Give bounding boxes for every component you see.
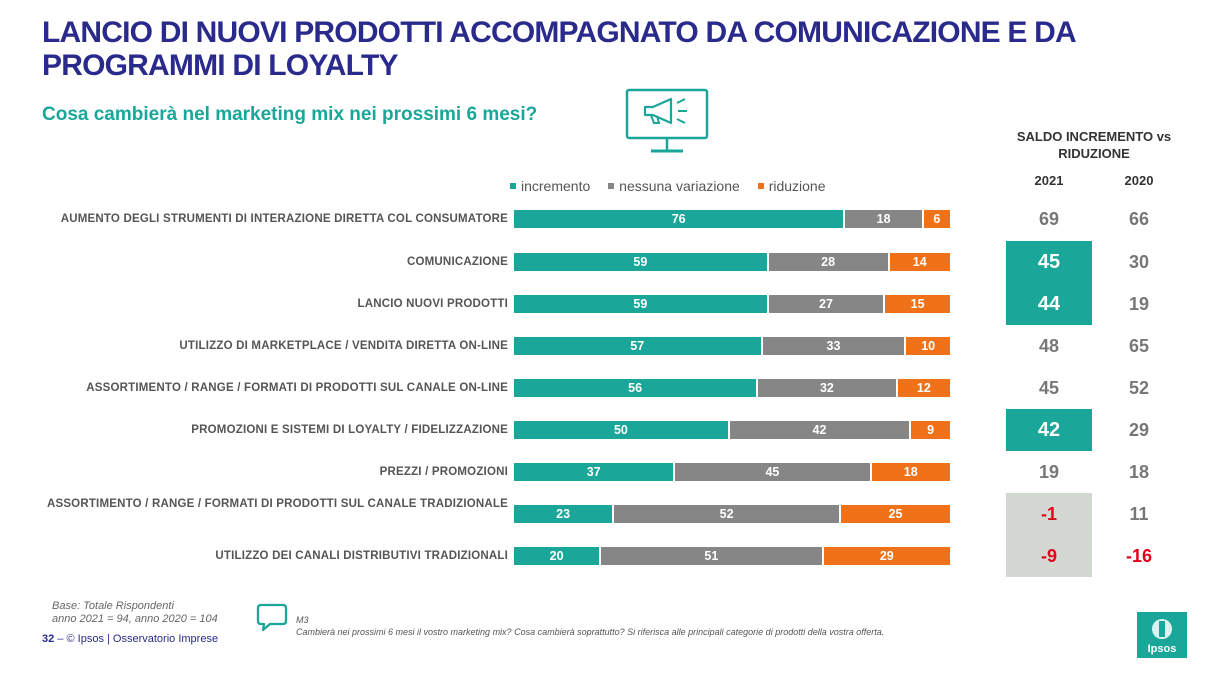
base-sample-line: anno 2021 = 94, anno 2020 = 104	[52, 613, 218, 625]
stacked-bar: 56 32 12	[514, 379, 950, 397]
saldo-2021-value: 69	[1038, 208, 1060, 229]
stacked-bar: 37 45 18	[514, 463, 950, 481]
stacked-bar: 59 28 14	[514, 253, 950, 271]
bar-riduzione: 25	[840, 505, 950, 523]
category-label: ASSORTIMENTO / RANGE / FORMATI DI PRODOT…	[86, 381, 508, 394]
category-label: COMUNICAZIONE	[407, 255, 508, 268]
page-separator: –	[57, 633, 64, 645]
legend-item-nessuna-variazione: nessuna variazione	[608, 178, 740, 194]
legend-item-incremento: incremento	[510, 178, 590, 194]
bar-incremento: 50	[514, 421, 730, 439]
saldo-2021-value: 19	[1038, 461, 1060, 482]
saldo-2021-value: 48	[1038, 335, 1060, 356]
stacked-bar: 59 27 15	[514, 295, 950, 313]
bar-nessuna-variazione: 42	[729, 421, 912, 439]
bar-incremento: 59	[514, 295, 769, 313]
saldo-2020-value: 65	[1128, 335, 1150, 356]
legend-swatch	[608, 183, 615, 189]
bar-incremento: 56	[514, 379, 759, 397]
base-line: Base: Totale Rispondenti	[52, 600, 174, 612]
category-label: UTILIZZO DEI CANALI DISTRIBUTIVI TRADIZI…	[215, 549, 508, 562]
logo-emblem-icon	[1152, 619, 1172, 639]
category-label: PROMOZIONI E SISTEMI DI LOYALTY / FIDELI…	[191, 423, 508, 436]
bar-nessuna-variazione: 28	[768, 253, 890, 271]
chart-legend: incremento nessuna variazione riduzione	[510, 176, 840, 194]
stacked-bar: 57 33 10	[514, 337, 950, 355]
category-label: AUMENTO DEGLI STRUMENTI DI INTERAZIONE D…	[60, 212, 508, 225]
saldo-2020-value: 19	[1128, 293, 1150, 314]
legend-swatch	[757, 183, 764, 189]
bar-nessuna-variazione: 33	[762, 337, 907, 355]
speech-bubble-icon	[256, 603, 288, 632]
bar-nessuna-variazione: 51	[601, 547, 824, 565]
bar-riduzione: 6	[923, 210, 950, 228]
saldo-2020-value: 52	[1128, 377, 1150, 398]
category-label: ASSORTIMENTO / RANGE / FORMATI DI PRODOT…	[46, 498, 508, 510]
bar-nessuna-variazione: 32	[758, 379, 898, 397]
bar-riduzione: 29	[823, 547, 950, 565]
saldo-2020-value: 18	[1128, 461, 1150, 482]
saldo-2021-value: -1	[1006, 493, 1092, 535]
saldo-2021-value: 45	[1006, 241, 1092, 283]
question-note: M3 Cambierà nei prossimi 6 mesi il vostr…	[296, 614, 896, 638]
bar-nessuna-variazione: 18	[845, 210, 924, 228]
bar-riduzione: 9	[911, 421, 950, 439]
category-label: UTILIZZO DI MARKETPLACE / VENDITA DIRETT…	[179, 339, 508, 352]
saldo-2020-value: 11	[1129, 503, 1149, 524]
copyright: © Ipsos | Osservatorio Imprese	[66, 633, 219, 645]
saldo-2020-value: 30	[1128, 251, 1150, 272]
question-text: Cambierà nei prossimi 6 mesi il vostro m…	[296, 627, 885, 637]
stacked-bar: 20 51 29	[514, 547, 950, 565]
page-footer: 32 – © Ipsos | Osservatorio Imprese	[42, 633, 218, 645]
year-2021-header: 2021	[1034, 173, 1064, 188]
page-number: 32	[42, 633, 55, 645]
legend-label: riduzione	[768, 178, 826, 194]
bar-nessuna-variazione: 52	[614, 505, 841, 523]
legend-label: nessuna variazione	[619, 178, 740, 194]
stacked-bar: 23 52 25	[514, 505, 950, 523]
category-label: LANCIO NUOVI PRODOTTI	[357, 297, 508, 310]
saldo-2020-value: 66	[1128, 208, 1150, 229]
bar-riduzione: 10	[906, 337, 950, 355]
page-title: LANCIO DI NUOVI PRODOTTI ACCOMPAGNATO DA…	[42, 16, 1076, 82]
stacked-bar: 50 42 9	[514, 421, 950, 439]
legend-label: incremento	[521, 178, 591, 194]
saldo-2021-value: -9	[1006, 535, 1092, 577]
bar-riduzione: 18	[871, 463, 950, 481]
stacked-bar: 76 18 6	[514, 210, 950, 228]
saldo-2020-value: 29	[1128, 419, 1150, 440]
category-label: PREZZI / PROMOZIONI	[379, 465, 508, 478]
bar-nessuna-variazione: 45	[675, 463, 872, 481]
saldo-2021-value: 45	[1038, 377, 1060, 398]
logo-text: Ipsos	[1147, 643, 1177, 655]
saldo-header: SALDO INCREMENTO vs RIDUZIONE	[1016, 129, 1172, 161]
year-2020-header: 2020	[1124, 173, 1154, 188]
bar-incremento: 23	[514, 505, 615, 523]
saldo-2021-value: 42	[1006, 409, 1092, 451]
bar-incremento: 37	[514, 463, 676, 481]
bar-nessuna-variazione: 27	[768, 295, 886, 313]
monitor-megaphone-icon	[625, 88, 709, 153]
bar-riduzione: 12	[897, 379, 950, 397]
legend-item-riduzione: riduzione	[757, 178, 826, 194]
bar-incremento: 57	[514, 337, 763, 355]
ipsos-logo: Ipsos	[1137, 612, 1187, 658]
page-subtitle: Cosa cambierà nel marketing mix nei pros…	[42, 104, 538, 125]
bar-incremento: 76	[514, 210, 846, 228]
bar-riduzione: 15	[885, 295, 950, 313]
bar-riduzione: 14	[889, 253, 950, 271]
legend-swatch	[510, 183, 516, 189]
saldo-2021-value: 44	[1006, 283, 1092, 325]
base-note: Base: Totale Rispondenti anno 2021 = 94,…	[52, 600, 218, 626]
saldo-2020-value: -16	[1125, 545, 1152, 566]
bar-incremento: 59	[514, 253, 769, 271]
bar-incremento: 20	[514, 547, 602, 565]
question-code: M3	[296, 615, 309, 625]
